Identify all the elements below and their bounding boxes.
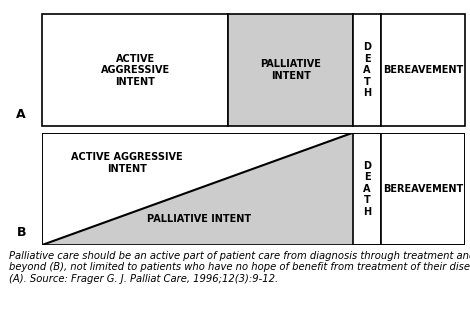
Text: A: A [16, 108, 26, 121]
Text: ACTIVE AGGRESSIVE
INTENT: ACTIVE AGGRESSIVE INTENT [71, 152, 183, 174]
Text: Palliative care should be an active part of patient care from diagnosis through : Palliative care should be an active part… [9, 251, 470, 284]
Text: BEREAVEMENT: BEREAVEMENT [383, 65, 463, 75]
Text: D
E
A
T
H: D E A T H [363, 161, 371, 217]
Bar [228, 14, 353, 126]
Text: PALLIATIVE INTENT: PALLIATIVE INTENT [147, 214, 251, 224]
Bar [381, 14, 465, 126]
Text: BEREAVEMENT: BEREAVEMENT [383, 184, 463, 194]
Text: PALLIATIVE
INTENT: PALLIATIVE INTENT [260, 59, 321, 81]
Bar [42, 14, 228, 126]
Bar [353, 133, 381, 245]
Text: ACTIVE
AGGRESSIVE
INTENT: ACTIVE AGGRESSIVE INTENT [101, 54, 170, 87]
Text: B: B [16, 226, 26, 239]
Polygon shape [42, 133, 353, 245]
Text: D
E
A
T
H: D E A T H [363, 42, 371, 98]
Bar [353, 14, 381, 126]
Bar [381, 133, 465, 245]
